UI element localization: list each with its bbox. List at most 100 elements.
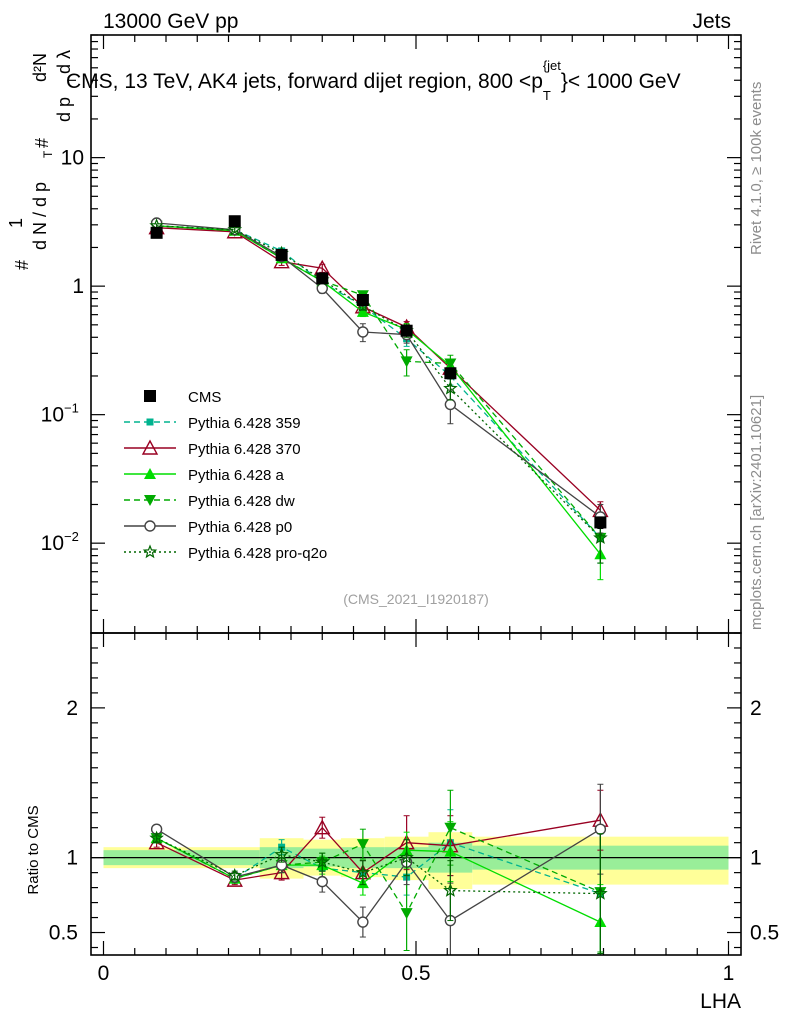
ratio-pythia-6-428-pro-q2o-point xyxy=(274,847,289,861)
main-pythia-6-428-dw-line xyxy=(156,225,601,539)
legend-pythia-6-428-pro-q2o-label: Pythia 6.428 pro-q2o xyxy=(188,545,327,562)
ratio-pythia-6-428-370-point xyxy=(314,819,331,835)
title-sub: T xyxy=(543,88,551,103)
ratio-pythia-6-428-dw-line xyxy=(156,826,601,915)
ratio-pythia-6-428-dw-point xyxy=(400,908,413,920)
main-pythia-6-428-p0-point xyxy=(357,326,369,338)
legend-pythia-6-428-p0-marker xyxy=(144,520,156,532)
ratio-y-tick-label-right: 0.5 xyxy=(750,922,779,945)
main-cms-point xyxy=(444,367,457,380)
ratio-panel: 2 2 1 1 0.5 0.5 0 0.5 1 xyxy=(49,633,779,985)
legend-pythia-6-428-a-label: Pythia 6.428 a xyxy=(188,467,285,484)
ylabel-one: 1 xyxy=(6,218,26,228)
main-pythia-6-428-a-line xyxy=(156,225,601,555)
main-pythia-6-428-p0-line xyxy=(156,222,601,518)
legend-pythia-6-428-370-marker xyxy=(141,439,159,455)
main-ylabel: # 1 d N / d p T # d²N d p T d λ xyxy=(6,50,79,270)
plot-title: CMS, 13 TeV, AK4 jets, forward dijet reg… xyxy=(66,58,681,103)
ratio-series-group xyxy=(148,783,609,955)
ylabel-hash-2: # xyxy=(32,138,52,148)
legend-pythia-6-428-359-marker xyxy=(146,418,154,426)
ratio-pythia-6-428-a-line xyxy=(156,837,601,923)
header-left: 13000 GeV pp xyxy=(103,10,238,33)
ratio-y-tick-label: 0.5 xyxy=(49,922,78,945)
ylabel-t1: T xyxy=(41,150,55,158)
x-tick-label: 1 xyxy=(723,962,735,985)
legend-pythia-6-428-p0-label: Pythia 6.428 p0 xyxy=(188,519,292,536)
ratio-pythia-6-428-359-line xyxy=(156,837,601,895)
ratio-pythia-6-428-pro-q2o-point xyxy=(149,830,164,845)
main-cms-point xyxy=(228,215,241,228)
legend-pythia-6-428-a-marker xyxy=(144,468,156,479)
ratio-pythia-6-428-p0-point xyxy=(316,875,328,888)
main-pythia-6-428-p0-point xyxy=(444,398,457,411)
legend-cms-label: CMS xyxy=(188,389,221,406)
x-tick-label: 0 xyxy=(98,962,110,985)
ylabel-dl: d λ xyxy=(54,50,74,74)
ratio-pythia-6-428-p0-point xyxy=(594,823,607,835)
title-tail: }< 1000 GeV xyxy=(561,70,681,93)
legend-pythia-6-428-dw-label: Pythia 6.428 dw xyxy=(188,493,295,510)
main-pythia-6-428-359-line xyxy=(156,225,601,539)
ratio-pythia-6-428-pro-q2o-point xyxy=(443,882,458,897)
ratio-ylabel: Ratio to CMS xyxy=(25,805,42,894)
y-tick-label: 10 xyxy=(41,404,64,427)
mcplots-label: mcplots.cern.ch [arXiv:2401.10621] xyxy=(748,395,765,630)
ratio-pythia-6-428-p0-point xyxy=(357,916,369,928)
ratio-pythia-6-428-p0-line xyxy=(156,828,601,924)
main-pythia-6-428-pro-q2o-point xyxy=(227,222,243,236)
x-tick-label: 0.5 xyxy=(401,962,430,985)
legend-pythia-6-428-370-label: Pythia 6.428 370 xyxy=(188,441,301,458)
ratio-pythia-6-428-370-point xyxy=(273,864,290,880)
main-pythia-6-428-pro-q2o-point xyxy=(593,530,608,545)
main-pythia-6-428-dw-point xyxy=(400,356,413,368)
y-tick-exponent: −2 xyxy=(64,529,79,544)
y-tick-exponent: −1 xyxy=(64,401,79,416)
ratio-pythia-6-428-pro-q2o-point xyxy=(314,854,330,869)
legend-pythia-6-428-359-label: Pythia 6.428 359 xyxy=(188,415,301,432)
ylabel-t2: T xyxy=(65,76,79,84)
ratio-pythia-6-428-pro-q2o-line xyxy=(156,837,601,895)
legend-pythia-6-428-pro-q2o-marker xyxy=(142,544,158,559)
main-pythia-6-428-dw-point xyxy=(444,358,457,370)
y-tick-label: 1 xyxy=(72,275,84,298)
ylabel-hash-1: # xyxy=(12,260,32,270)
title-main: CMS, 13 TeV, AK4 jets, forward dijet reg… xyxy=(66,70,543,93)
ratio-y-tick-label: 2 xyxy=(66,697,78,720)
ratio-pythia-6-428-pro-q2o-point xyxy=(227,867,243,882)
title-sup: {jet xyxy=(543,58,561,73)
ratio-pythia-6-428-dw-point xyxy=(356,839,369,851)
main-frame xyxy=(90,34,742,634)
ratio-y-tick-label-right: 2 xyxy=(750,697,762,720)
watermark: (CMS_2021_I1920187) xyxy=(343,591,489,607)
ratio-y-tick-label: 1 xyxy=(66,847,78,870)
main-cms-point xyxy=(316,272,329,285)
main-pythia-6-428-pro-q2o-line xyxy=(156,225,601,539)
ratio-pythia-6-428-370-line xyxy=(156,819,601,881)
rivet-label: Rivet 4.1.0, ≥ 100k events xyxy=(748,82,765,255)
main-pythia-6-428-pro-q2o-point xyxy=(443,380,458,395)
ratio-y-tick-label-right: 1 xyxy=(750,847,762,870)
ylabel-dpt: d p xyxy=(54,97,74,122)
main-cms-point xyxy=(594,516,607,529)
ylabel-dn: d N / d p xyxy=(30,182,50,250)
main-cms-point xyxy=(400,324,413,337)
legend-pythia-6-428-dw-marker xyxy=(144,495,156,506)
y-tick-label: 10 xyxy=(41,532,64,555)
legend: CMS Pythia 6.428 359 Pythia 6.428 370 Pythi… xyxy=(124,389,327,562)
ratio-pythia-6-428-pro-q2o-point xyxy=(593,885,608,900)
main-cms-point xyxy=(275,248,288,261)
ylabel-d2n: d²N xyxy=(30,53,50,82)
main-cms-point xyxy=(150,226,163,239)
main-pythia-6-428-a-point xyxy=(356,305,369,317)
ratio-pythia-6-428-pro-q2o-point xyxy=(399,850,414,864)
ratio-frame xyxy=(90,632,742,956)
ratio-pythia-6-428-dw-point xyxy=(444,822,457,834)
ratio-pythia-6-428-pro-q2o-point xyxy=(355,864,371,879)
y-tick-label: 10 xyxy=(61,147,84,170)
legend-cms-marker xyxy=(144,390,156,402)
x-axis-label: LHA xyxy=(700,990,741,1013)
main-cms-point xyxy=(356,294,369,307)
